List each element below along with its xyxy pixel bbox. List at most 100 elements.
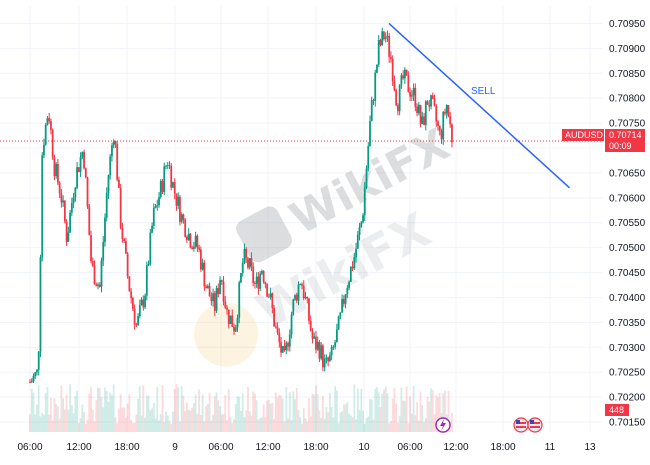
- candle-body: [41, 155, 44, 258]
- candle-body: [365, 168, 368, 188]
- volume-bar: [30, 388, 33, 432]
- candle-body: [262, 271, 265, 283]
- candle-body: [376, 64, 378, 73]
- volume-bar: [297, 409, 300, 432]
- candle-body: [353, 257, 356, 269]
- candle-body: [133, 308, 136, 325]
- volume-bar: [337, 423, 340, 432]
- candle-body: [313, 336, 316, 339]
- volume-bar: [377, 392, 380, 432]
- candle-body: [407, 75, 410, 93]
- volume-bar: [170, 423, 173, 432]
- volume-bar: [226, 420, 228, 432]
- candle-body: [405, 69, 408, 76]
- candle-body: [356, 234, 359, 249]
- candle-body: [126, 253, 129, 277]
- candle-body: [288, 334, 291, 347]
- sell-label: SELL: [471, 86, 496, 97]
- candle-body: [428, 104, 431, 107]
- volume-bar: [410, 413, 413, 432]
- volume-bar: [367, 416, 370, 432]
- volume-bar: [179, 421, 181, 432]
- price-axis[interactable]: 0.70950 0.70900 0.70850 0.70800 0.707500.707…: [609, 19, 646, 429]
- candle-body: [83, 151, 85, 169]
- us-flag-event-icon[interactable]: [513, 417, 529, 433]
- candle-body: [159, 181, 162, 198]
- candle-body: [224, 301, 227, 308]
- volume-bar: [278, 395, 281, 432]
- candle-body: [335, 329, 338, 343]
- volume-bar: [100, 396, 103, 432]
- volume-bar: [391, 398, 394, 432]
- candle-body: [219, 280, 221, 294]
- candle-body: [269, 293, 272, 298]
- candle-body: [135, 324, 138, 326]
- candle-body: [252, 266, 255, 284]
- candle-body: [180, 214, 183, 222]
- price-badge: 0.70714 00:09: [605, 129, 645, 152]
- volume-bar: [119, 394, 122, 432]
- volume-bar: [76, 390, 78, 432]
- volume-bar: [166, 415, 169, 432]
- volume-bar: [192, 403, 195, 432]
- candle-body: [97, 284, 99, 287]
- candle-body: [128, 276, 131, 292]
- volume-bar: [156, 387, 159, 432]
- volume-bar: [423, 421, 425, 432]
- candle-body: [36, 369, 38, 373]
- volume-bar: [51, 420, 54, 432]
- candle-body: [337, 316, 340, 330]
- volume-bar: [149, 410, 152, 432]
- volume-bar: [344, 404, 347, 432]
- volume-bar: [56, 406, 59, 432]
- candle-body: [149, 232, 152, 264]
- volume-bar: [46, 386, 49, 432]
- candle-body: [118, 179, 120, 189]
- time-tick-label: 06:00: [397, 442, 422, 453]
- volume-bar: [168, 420, 171, 432]
- candle-body: [131, 298, 134, 309]
- candle-body: [381, 31, 384, 46]
- volume-bar: [97, 387, 99, 432]
- candle-body: [299, 284, 302, 285]
- candle-body: [266, 284, 269, 297]
- volume-bar: [379, 406, 382, 432]
- candle-body: [332, 346, 335, 348]
- candle-body: [114, 141, 117, 144]
- candle-body: [130, 291, 133, 299]
- candle-body: [320, 345, 323, 359]
- candle-body: [53, 157, 56, 177]
- candle-body: [316, 342, 319, 350]
- candle-body: [233, 326, 235, 332]
- volume-bar: [384, 386, 387, 432]
- candle-body: [274, 326, 277, 328]
- volume-bar: [381, 393, 384, 432]
- volume-bar: [144, 417, 146, 432]
- volume-bar: [114, 417, 117, 432]
- candle-body: [30, 381, 33, 383]
- volume-bar: [43, 414, 45, 432]
- candle-body: [348, 281, 350, 289]
- candle-body: [50, 120, 52, 130]
- candle-body: [215, 288, 218, 311]
- lightning-event-icon[interactable]: [435, 417, 451, 433]
- candle-body: [142, 299, 145, 308]
- volume-bar: [184, 410, 187, 432]
- candle-body: [179, 196, 181, 222]
- candle-body: [374, 72, 377, 101]
- volume-bar: [55, 404, 58, 432]
- candle-body: [341, 298, 344, 313]
- time-axis[interactable]: 06:00 12:00 18:00 9 06:00 12:00 18:00 10 06:00 12…: [17, 442, 596, 453]
- volume-bar: [186, 402, 188, 432]
- volume-bar: [210, 420, 213, 432]
- volume-bar: [175, 384, 178, 432]
- volume-bar: [376, 387, 378, 432]
- price-tick-label: 0.70350: [609, 318, 646, 329]
- volume-bar: [330, 407, 333, 432]
- candle-body: [383, 31, 385, 40]
- volume-bar: [199, 415, 202, 432]
- us-flag-event-icon[interactable]: [527, 417, 543, 433]
- sell-trendline[interactable]: [388, 22, 570, 189]
- volume-bar: [285, 387, 288, 432]
